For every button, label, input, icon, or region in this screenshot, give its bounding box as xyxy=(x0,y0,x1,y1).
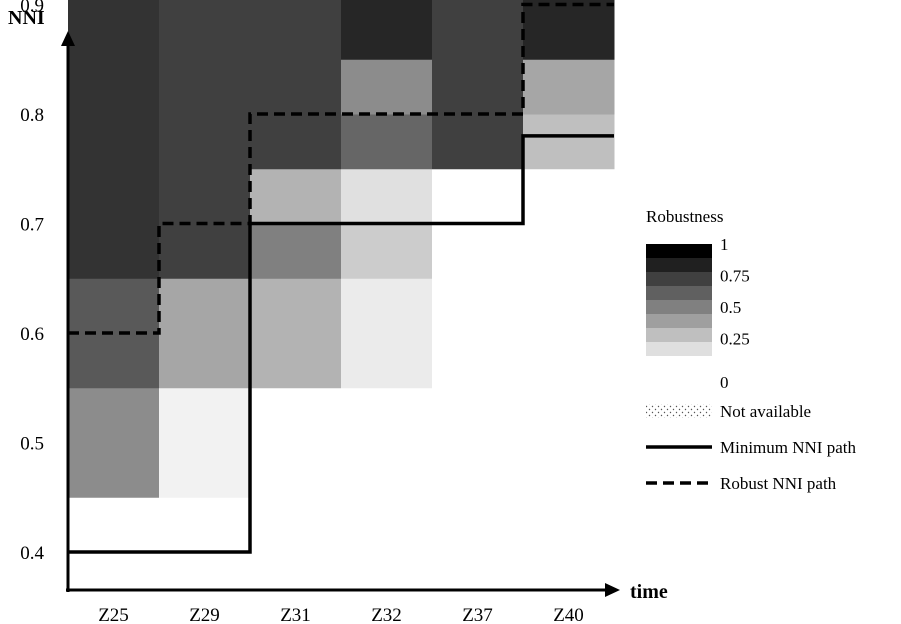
heatmap-cell xyxy=(341,387,433,553)
heatmap-cell xyxy=(523,59,615,115)
heatmap-cell xyxy=(68,497,160,553)
x-tick-label: Z29 xyxy=(189,605,220,624)
heatmap-cell xyxy=(341,223,433,279)
legend-item-label: Minimum NNI path xyxy=(720,438,856,457)
colorbar-swatch xyxy=(646,314,712,329)
legend-items: Not available Minimum NNI path Robust NNI … xyxy=(646,402,856,493)
heatmap-cell xyxy=(523,168,615,553)
legend-item-label: Not available xyxy=(720,402,811,421)
colorbar-swatch xyxy=(646,244,712,259)
y-axis-arrow xyxy=(61,31,75,46)
x-tick-label: Z37 xyxy=(462,605,493,624)
x-axis-title: time xyxy=(630,581,668,603)
heatmap-cell xyxy=(250,387,342,553)
heatmap-cell xyxy=(341,168,433,224)
heatmap-cell xyxy=(250,168,342,224)
robust-nni-path-line xyxy=(68,2,614,335)
heatmap-cell xyxy=(250,278,342,389)
y-tick-label: 0.7 xyxy=(20,215,44,236)
colorbar-labels: 1 0.75 0.5 0.25 0 xyxy=(720,235,750,392)
colorbar-swatch xyxy=(646,328,712,343)
y-tick-labels: 0.40.50.60.70.80.911.11.21.3 xyxy=(20,0,44,564)
x-axis-arrow xyxy=(605,583,620,597)
colorbar-swatch xyxy=(646,272,712,287)
heatmap-cell xyxy=(159,497,251,553)
colorbar-label: 0.5 xyxy=(720,298,741,317)
colorbar-label: 0.25 xyxy=(720,330,750,349)
heatmap-cell xyxy=(68,387,160,498)
heatmap-cell xyxy=(159,0,251,279)
legend: Robustness 1 0.75 0.5 0.25 0 Not available Mi… xyxy=(646,207,856,493)
y-tick-label: 0.5 xyxy=(20,434,44,455)
minimum-nni-path-line xyxy=(68,134,614,554)
colorbar-label: 0.75 xyxy=(720,267,750,286)
y-axis-title: NNI xyxy=(8,7,45,29)
y-tick-label: 0.9 xyxy=(20,0,44,17)
heatmap-cell xyxy=(523,114,615,170)
colorbar-swatch xyxy=(646,286,712,301)
heatmap-cell xyxy=(159,387,251,498)
y-tick-label: 0.6 xyxy=(20,324,44,345)
colorbar-swatch xyxy=(646,356,712,371)
axes: NNI time xyxy=(8,7,668,603)
not-available-swatch xyxy=(646,404,712,418)
heatmap-cell xyxy=(432,168,524,553)
heatmap-cell xyxy=(68,0,160,279)
colorbar-label: 1 xyxy=(720,235,729,254)
x-tick-label: Z40 xyxy=(553,605,584,624)
y-tick-label: 0.4 xyxy=(20,543,44,564)
heatmap-cell xyxy=(341,278,433,389)
colorbar-label: 0 xyxy=(720,373,729,392)
colorbar xyxy=(646,244,712,371)
colorbar-swatch xyxy=(646,342,712,357)
nni-paths xyxy=(68,2,614,554)
heatmap-cell xyxy=(159,278,251,389)
x-tick-labels: Z25 Z29 Z31 Z32 Z37 Z40 xyxy=(98,605,584,624)
heatmap-cell xyxy=(341,0,433,60)
y-tick-label: 0.8 xyxy=(20,105,44,126)
legend-title: Robustness xyxy=(646,207,723,226)
x-tick-label: Z25 xyxy=(98,605,129,624)
heatmap-cell xyxy=(250,0,342,170)
heatmap-cell xyxy=(250,223,342,279)
heatmap-cell xyxy=(432,0,524,170)
heatmap-cell xyxy=(341,114,433,170)
colorbar-swatch xyxy=(646,300,712,315)
legend-item-label: Robust NNI path xyxy=(720,474,837,493)
heatmap-cells xyxy=(68,0,615,553)
x-tick-label: Z32 xyxy=(371,605,402,624)
x-tick-label: Z31 xyxy=(280,605,311,624)
heatmap-cell xyxy=(341,59,433,115)
colorbar-swatch xyxy=(646,258,712,273)
heatmap-cell xyxy=(523,0,615,60)
